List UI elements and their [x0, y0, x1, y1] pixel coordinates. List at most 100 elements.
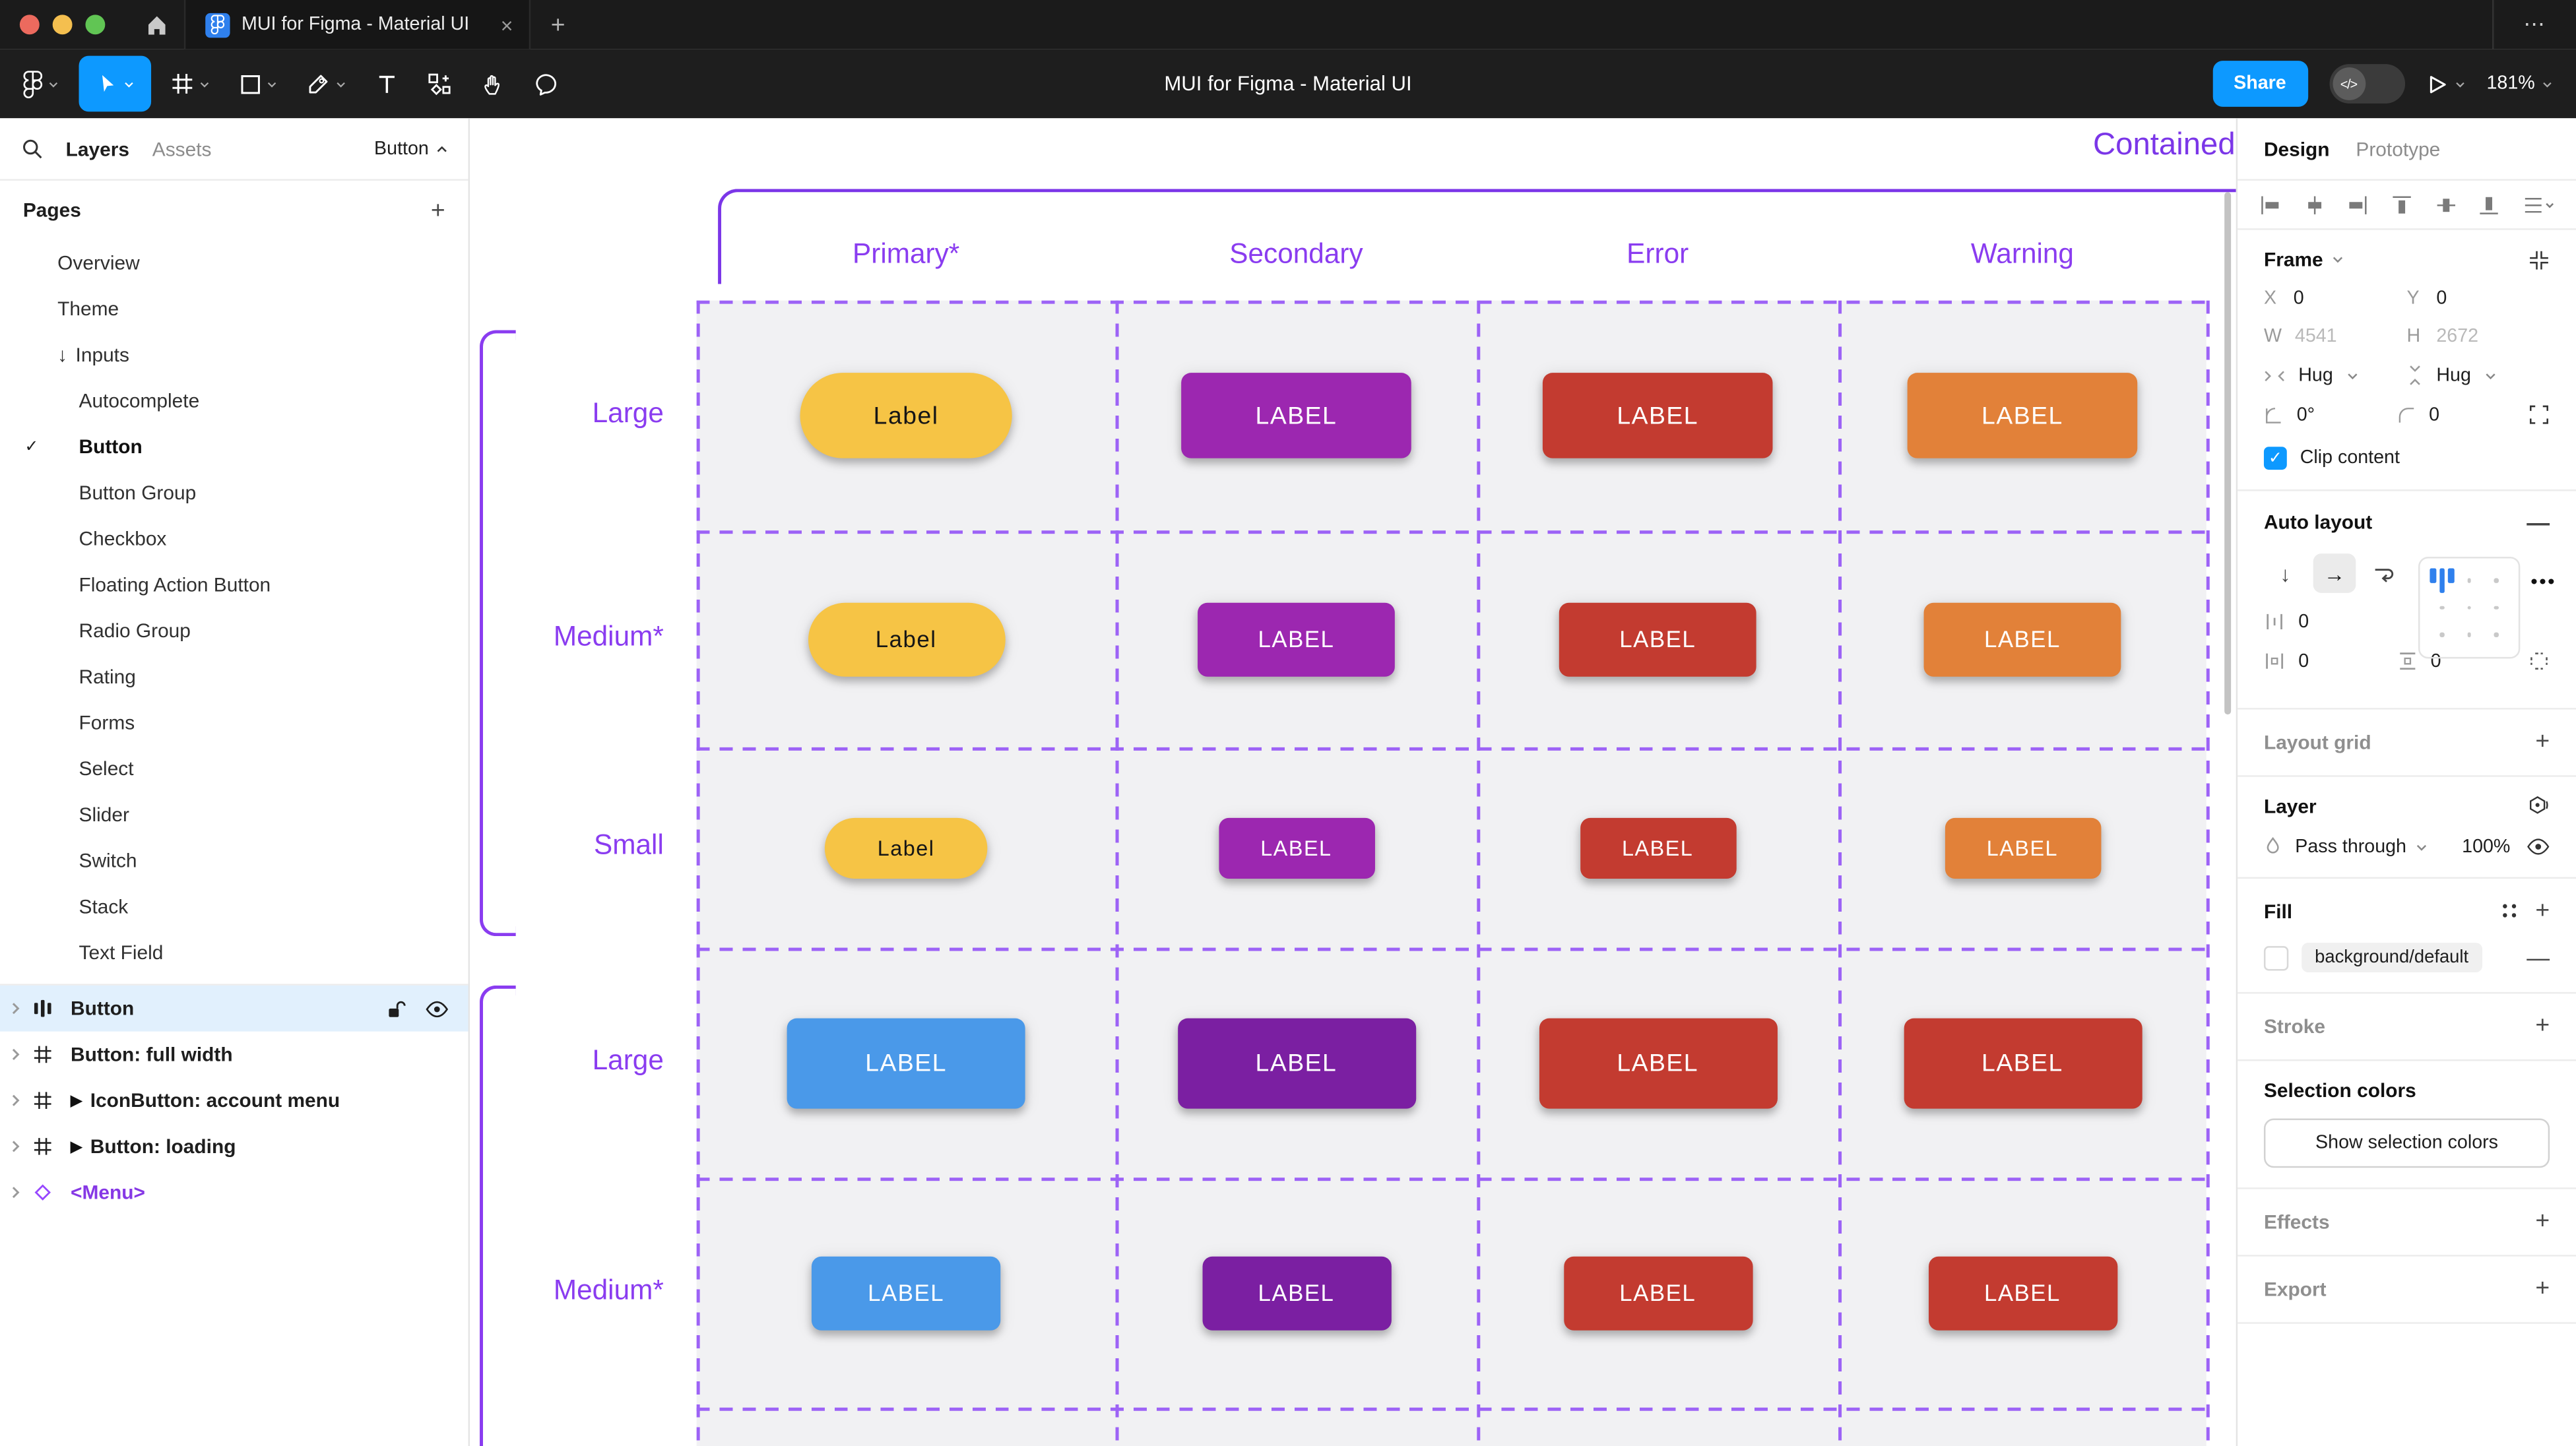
canvas-button[interactable]: LABEL [1218, 817, 1374, 878]
sidebar-page-item[interactable]: Forms [0, 700, 468, 746]
remove-auto-layout-button[interactable]: — [2527, 509, 2550, 536]
layer-row[interactable]: Button: full width [0, 1032, 468, 1078]
sidebar-page-item[interactable]: Autocomplete [0, 378, 468, 424]
tab-layers[interactable]: Layers [66, 137, 129, 160]
zoom-menu[interactable]: 181% [2487, 74, 2554, 94]
layer-row[interactable]: <Menu> [0, 1170, 468, 1216]
canvas-button[interactable]: LABEL [1580, 817, 1736, 878]
clip-content-checkbox[interactable]: ✓ [2264, 447, 2287, 470]
remove-fill-button[interactable]: — [2527, 945, 2550, 971]
column-header[interactable]: Warning [1971, 238, 2074, 271]
add-layout-grid-button[interactable]: + [2535, 728, 2550, 755]
comment-tool-button[interactable] [524, 49, 568, 119]
tab-close-icon[interactable]: × [501, 14, 513, 35]
sidebar-page-item[interactable]: Text Field [0, 929, 468, 976]
frame-w-input[interactable]: 4541 [2295, 327, 2337, 346]
canvas[interactable]: Contained Primary*SecondaryErrorWarningL… [470, 118, 2236, 1446]
canvas-button[interactable]: LABEL [1908, 373, 2138, 458]
corner-radius-input[interactable]: 0 [2429, 405, 2439, 425]
canvas-button[interactable]: Label [825, 817, 987, 878]
canvas-button[interactable]: LABEL [1924, 602, 2121, 676]
layout-wrap-button[interactable] [2362, 553, 2405, 593]
present-button[interactable] [2426, 73, 2465, 94]
minimize-window-button[interactable] [53, 15, 73, 34]
column-header[interactable]: Error [1626, 238, 1689, 271]
close-window-button[interactable] [20, 15, 40, 34]
align-right-icon[interactable] [2346, 193, 2369, 216]
sizing-vertical-dropdown[interactable]: Hug [2436, 365, 2471, 385]
sidebar-page-item[interactable]: ✓Button [0, 424, 468, 470]
tab-assets[interactable]: Assets [152, 137, 212, 160]
canvas-button[interactable]: LABEL [812, 1255, 1000, 1329]
sidebar-page-item[interactable]: Radio Group [0, 608, 468, 654]
add-effect-button[interactable]: + [2535, 1207, 2550, 1235]
distribute-menu-icon[interactable] [2522, 193, 2555, 216]
blend-mode-dropdown[interactable]: Pass through [2295, 837, 2406, 857]
independent-corners-icon[interactable] [2528, 404, 2550, 425]
expand-chevron-icon[interactable] [10, 1000, 26, 1017]
sidebar-page-item[interactable]: Rating [0, 654, 468, 700]
canvas-scrollbar[interactable] [2224, 192, 2231, 714]
main-menu-button[interactable] [13, 49, 69, 119]
layer-row[interactable]: ▶Button: loading [0, 1123, 468, 1170]
canvas-button[interactable]: LABEL [1928, 1255, 2117, 1329]
canvas-button[interactable]: LABEL [1539, 1017, 1777, 1108]
canvas-button[interactable]: LABEL [1945, 817, 2101, 878]
align-bottom-icon[interactable] [2478, 193, 2501, 216]
dev-mode-toggle[interactable]: </> [2329, 64, 2404, 104]
canvas-button[interactable]: LABEL [1543, 373, 1773, 458]
frame-tool-button[interactable] [161, 49, 220, 119]
sizing-horizontal-dropdown[interactable]: Hug [2298, 365, 2333, 385]
frame-title[interactable]: Contained [2093, 128, 2236, 164]
sidebar-page-item[interactable]: Stack [0, 884, 468, 930]
move-tool-button[interactable] [79, 56, 152, 112]
align-v-center-icon[interactable] [2434, 193, 2457, 216]
tab-design[interactable]: Design [2264, 137, 2330, 160]
alignment-grid[interactable] [2418, 557, 2520, 658]
new-tab-button[interactable]: + [531, 11, 585, 38]
auto-layout-more-button[interactable]: ••• [2530, 570, 2556, 593]
shape-tool-button[interactable] [230, 49, 288, 119]
document-tab[interactable]: MUI for Figma - Material UI × [184, 0, 531, 49]
align-h-center-icon[interactable] [2303, 193, 2326, 216]
canvas-button[interactable]: Label [800, 373, 1012, 458]
layer-row[interactable]: Button [0, 986, 468, 1032]
search-icon[interactable] [21, 138, 42, 159]
sidebar-page-item[interactable]: Floating Action Button [0, 562, 468, 608]
opacity-input[interactable]: 100% [2462, 837, 2510, 857]
sidebar-page-item[interactable]: Overview [0, 240, 468, 286]
sidebar-page-item[interactable]: Switch [0, 838, 468, 884]
hand-tool-button[interactable] [472, 49, 515, 119]
rotation-input[interactable]: 0° [2297, 405, 2315, 425]
individual-padding-icon[interactable] [2528, 650, 2550, 672]
frame-y-input[interactable]: 0 [2436, 289, 2447, 309]
collapse-arrow-icon[interactable]: ↓ [57, 343, 67, 366]
visibility-icon[interactable] [426, 999, 449, 1017]
expand-chevron-icon[interactable] [10, 1046, 26, 1063]
canvas-button[interactable]: LABEL [1177, 1017, 1415, 1108]
sidebar-page-item[interactable]: Button Group [0, 470, 468, 516]
add-fill-button[interactable]: + [2535, 896, 2550, 924]
canvas-button[interactable]: LABEL [787, 1017, 1025, 1108]
tab-prototype[interactable]: Prototype [2356, 137, 2440, 160]
fill-styles-icon[interactable] [2501, 902, 2519, 920]
sidebar-page-item[interactable]: Select [0, 745, 468, 792]
canvas-button[interactable]: LABEL [1903, 1017, 2141, 1108]
text-tool-button[interactable] [366, 49, 407, 119]
canvas-button[interactable]: LABEL [1181, 373, 1411, 458]
canvas-button[interactable]: LABEL [1559, 602, 1756, 676]
add-stroke-button[interactable]: + [2535, 1012, 2550, 1040]
fill-color-swatch[interactable] [2264, 945, 2288, 970]
expand-chevron-icon[interactable] [10, 1092, 26, 1109]
sidebar-page-item[interactable]: ↓Inputs [0, 332, 468, 378]
horizontal-padding-input[interactable]: 0 [2298, 651, 2309, 671]
share-button[interactable]: Share [2212, 61, 2307, 107]
expand-chevron-icon[interactable] [10, 1138, 26, 1154]
layer-row[interactable]: ▶IconButton: account menu [0, 1077, 468, 1123]
canvas-button[interactable]: LABEL [1202, 1255, 1390, 1329]
window-overflow-menu[interactable]: ⋯ [2523, 11, 2546, 38]
shrink-to-fit-icon[interactable] [2528, 249, 2550, 270]
frame-x-input[interactable]: 0 [2294, 289, 2304, 309]
align-left-icon[interactable] [2259, 193, 2282, 216]
zoom-window-button[interactable] [85, 15, 105, 34]
